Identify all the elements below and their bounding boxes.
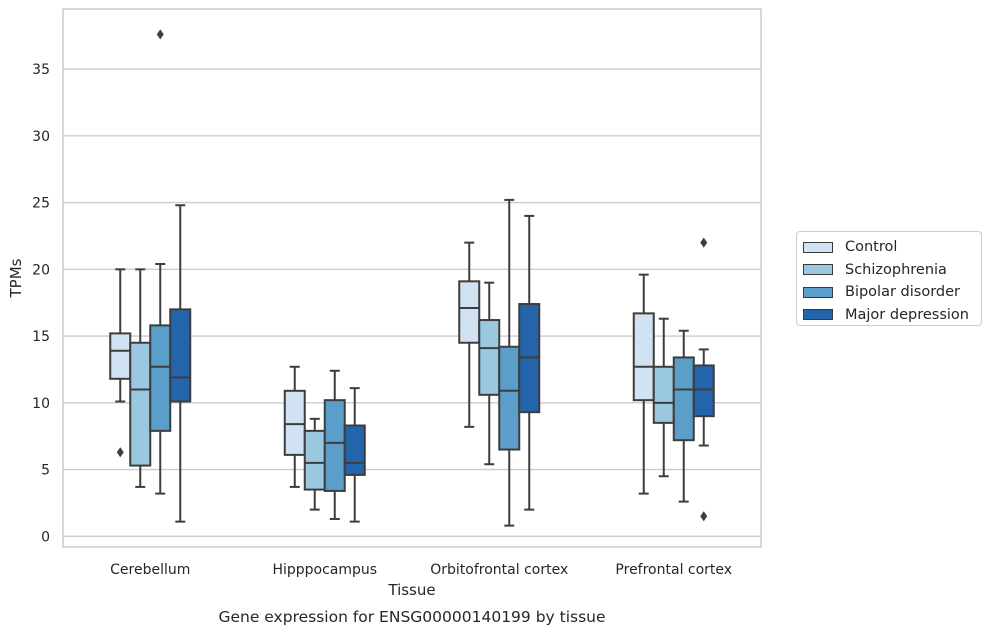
box-body — [672, 356, 695, 442]
legend-label: Control — [845, 239, 898, 256]
legend-item: Bipolar disorder — [803, 281, 981, 304]
legend-label: Major depression — [845, 306, 969, 323]
box-body — [169, 308, 192, 403]
box-bipolar-disorder — [323, 369, 346, 520]
box-major-depression — [692, 237, 715, 522]
legend-swatch — [803, 286, 833, 298]
box-body — [498, 345, 521, 451]
box-body — [458, 280, 481, 344]
y-tick-label: 0 — [41, 529, 50, 545]
y-tick-label: 25 — [32, 196, 50, 212]
y-tick-label: 35 — [32, 62, 50, 78]
box-body — [303, 429, 326, 491]
y-tick-label: 10 — [32, 396, 50, 412]
y-tick-label: 30 — [32, 129, 50, 145]
y-tick-label: 20 — [32, 262, 50, 278]
box-major-depression — [518, 214, 541, 511]
box-body — [109, 332, 132, 380]
box-body — [478, 319, 501, 396]
box-body — [129, 341, 152, 467]
legend-item: Control — [803, 236, 981, 259]
box-bipolar-disorder — [672, 329, 695, 503]
legend-label: Schizophrenia — [845, 261, 947, 278]
box-control — [458, 241, 481, 428]
x-tick-label: Prefrontal cortex — [615, 562, 732, 578]
boxes — [109, 29, 715, 527]
legend-item: Schizophrenia — [803, 259, 981, 282]
legend-item: Major depression — [803, 304, 981, 327]
x-tick-label: Orbitofrontal cortex — [430, 562, 568, 578]
box-bipolar-disorder — [149, 29, 172, 495]
box-body — [652, 365, 675, 424]
outlier-point — [700, 237, 708, 248]
x-axis-label: Tissue — [387, 581, 435, 599]
chart-caption: Gene expression for ENSG00000140199 by t… — [218, 608, 605, 626]
plot-frame — [62, 8, 762, 548]
box-schizophrenia — [652, 317, 675, 478]
y-axis-label: TPMs — [7, 258, 25, 298]
x-tick-label: Cerebellum — [110, 562, 190, 578]
y-tick-labels: 0 5 10 15 20 25 30 35 — [32, 62, 50, 545]
y-tick-label: 15 — [32, 329, 50, 345]
box-bipolar-disorder — [498, 198, 521, 527]
box-body — [283, 389, 306, 456]
box-control — [283, 365, 306, 488]
legend-swatch — [803, 309, 833, 321]
box-schizophrenia — [303, 417, 326, 511]
x-tick-label: Hipppocampus — [272, 562, 377, 578]
outlier-point — [156, 29, 164, 40]
box-major-depression — [169, 204, 192, 523]
box-body — [632, 312, 655, 402]
box-body — [323, 399, 346, 492]
legend: Control Schizophrenia Bipolar disorder Majo… — [796, 231, 982, 326]
x-tick-labels: Cerebellum Hipppocampus Orbitofrontal cort… — [110, 562, 732, 578]
legend-swatch — [803, 264, 833, 276]
box-major-depression — [343, 387, 366, 523]
box-body — [149, 324, 172, 432]
y-tick-label: 5 — [41, 463, 50, 479]
box-control — [632, 273, 655, 495]
box-body — [692, 364, 715, 418]
box-schizophrenia — [478, 281, 501, 466]
box-control — [109, 268, 132, 458]
legend-label: Bipolar disorder — [845, 284, 960, 301]
grid-lines — [63, 68, 761, 537]
box-body — [343, 424, 366, 476]
outlier-point — [700, 511, 708, 522]
outlier-point — [116, 447, 124, 458]
box-schizophrenia — [129, 268, 152, 488]
legend-swatch — [803, 241, 833, 253]
